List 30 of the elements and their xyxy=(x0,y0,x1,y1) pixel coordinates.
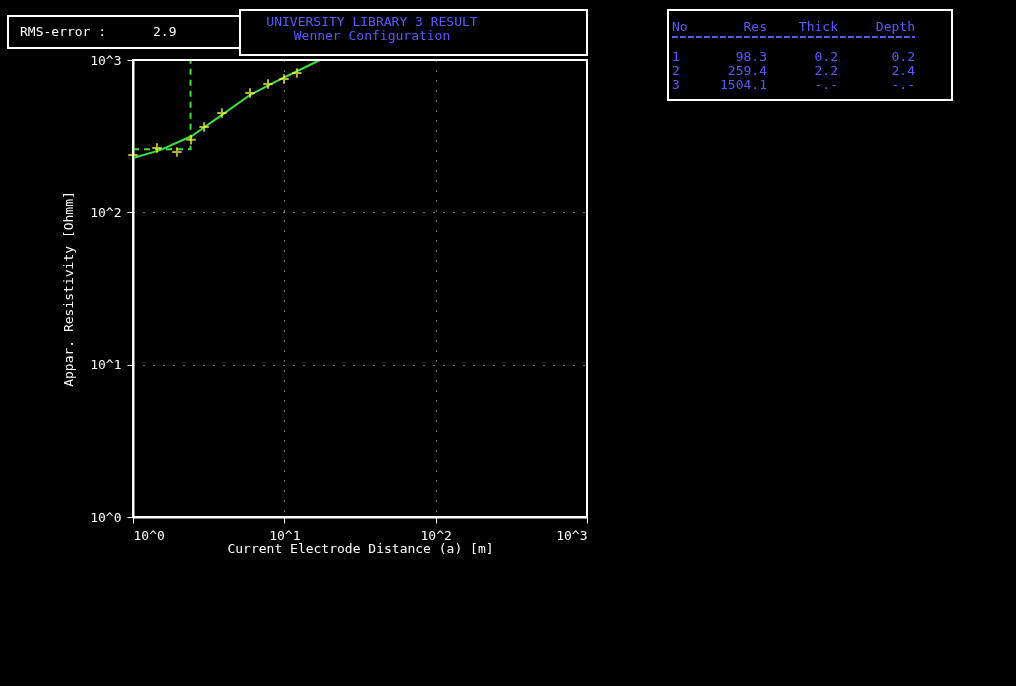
text: 2 xyxy=(672,63,680,78)
x-tick-label: 10^3 xyxy=(556,527,588,543)
text: 1 xyxy=(672,49,680,64)
text: 259.4 xyxy=(727,63,768,78)
text: RMS-error : xyxy=(20,24,107,39)
chart-subtitle: Wenner Configuration xyxy=(293,28,451,43)
y-tick-label: 10^2 xyxy=(90,204,122,220)
text: Res xyxy=(743,19,767,34)
text: Thick xyxy=(798,19,839,34)
x-axis-title: Current Electrode Distance (a) [m] xyxy=(227,540,494,556)
x-tick-label: 10^0 xyxy=(133,527,165,543)
x-tick-label: 10^1 xyxy=(269,527,301,543)
text: Depth xyxy=(875,19,915,34)
text: 2.9 xyxy=(153,24,177,39)
text: -.- xyxy=(891,77,915,92)
x-tick-label: 10^2 xyxy=(420,527,452,543)
text: 0.2 xyxy=(814,49,838,64)
text: 2.2 xyxy=(814,63,838,78)
text: -.- xyxy=(814,77,838,92)
y-tick-label: 10^0 xyxy=(90,509,122,525)
y-tick-label: 10^1 xyxy=(90,357,122,373)
text: 0.2 xyxy=(891,49,915,64)
text: No xyxy=(672,19,688,34)
text: 2.4 xyxy=(891,63,916,78)
y-axis-title: Appar. Resistivity [Ohmm] xyxy=(61,191,77,387)
text: 3 xyxy=(672,77,680,92)
text: 98.3 xyxy=(735,49,767,64)
text: 1504.1 xyxy=(720,77,767,92)
chart-title: UNIVERSITY LIBRARY 3 RESULT xyxy=(266,14,478,29)
y-tick-label: 10^3 xyxy=(90,52,122,68)
